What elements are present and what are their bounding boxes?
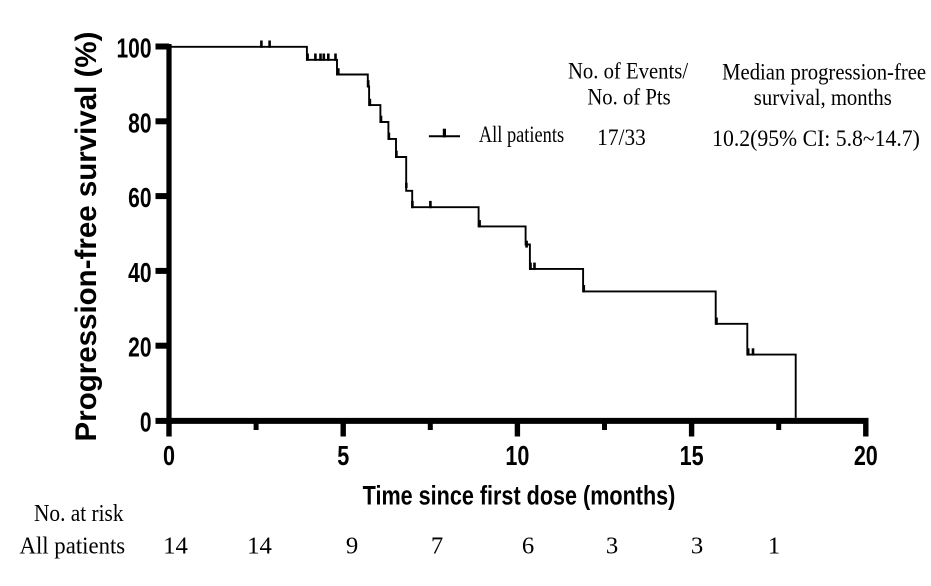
svg-text:9: 9 xyxy=(346,533,358,560)
svg-text:80: 80 xyxy=(128,109,151,140)
svg-text:No. at risk: No. at risk xyxy=(34,500,124,526)
svg-text:17/33: 17/33 xyxy=(597,124,646,150)
svg-text:6: 6 xyxy=(522,533,534,560)
svg-text:Time since first dose (months): Time since first dose (months) xyxy=(363,481,676,511)
svg-text:Median progression-free: Median progression-free xyxy=(722,60,926,85)
svg-text:All patients: All patients xyxy=(479,121,564,148)
svg-text:7: 7 xyxy=(431,533,443,560)
svg-text:10: 10 xyxy=(505,440,529,471)
svg-text:0: 0 xyxy=(163,440,175,471)
svg-text:10.2(95% CI: 5.8~14.7): 10.2(95% CI: 5.8~14.7) xyxy=(712,125,920,151)
svg-text:0: 0 xyxy=(140,408,152,439)
svg-text:100: 100 xyxy=(116,34,151,65)
svg-text:20: 20 xyxy=(854,440,878,471)
svg-text:15: 15 xyxy=(680,440,704,471)
svg-text:60: 60 xyxy=(128,183,151,214)
svg-text:No. of Events/: No. of Events/ xyxy=(568,59,689,84)
svg-text:All patients: All patients xyxy=(20,533,126,560)
svg-text:3: 3 xyxy=(691,533,703,560)
svg-text:14: 14 xyxy=(247,533,272,560)
svg-text:5: 5 xyxy=(337,440,349,471)
svg-text:1: 1 xyxy=(768,533,780,560)
svg-text:20: 20 xyxy=(128,333,151,364)
svg-text:14: 14 xyxy=(163,533,188,560)
svg-text:survival, months: survival, months xyxy=(754,85,892,110)
svg-text:3: 3 xyxy=(606,533,618,560)
svg-text:No. of Pts: No. of Pts xyxy=(587,84,670,109)
svg-text:Progression-free survival (%): Progression-free survival (%) xyxy=(70,32,103,442)
svg-text:40: 40 xyxy=(128,258,151,289)
